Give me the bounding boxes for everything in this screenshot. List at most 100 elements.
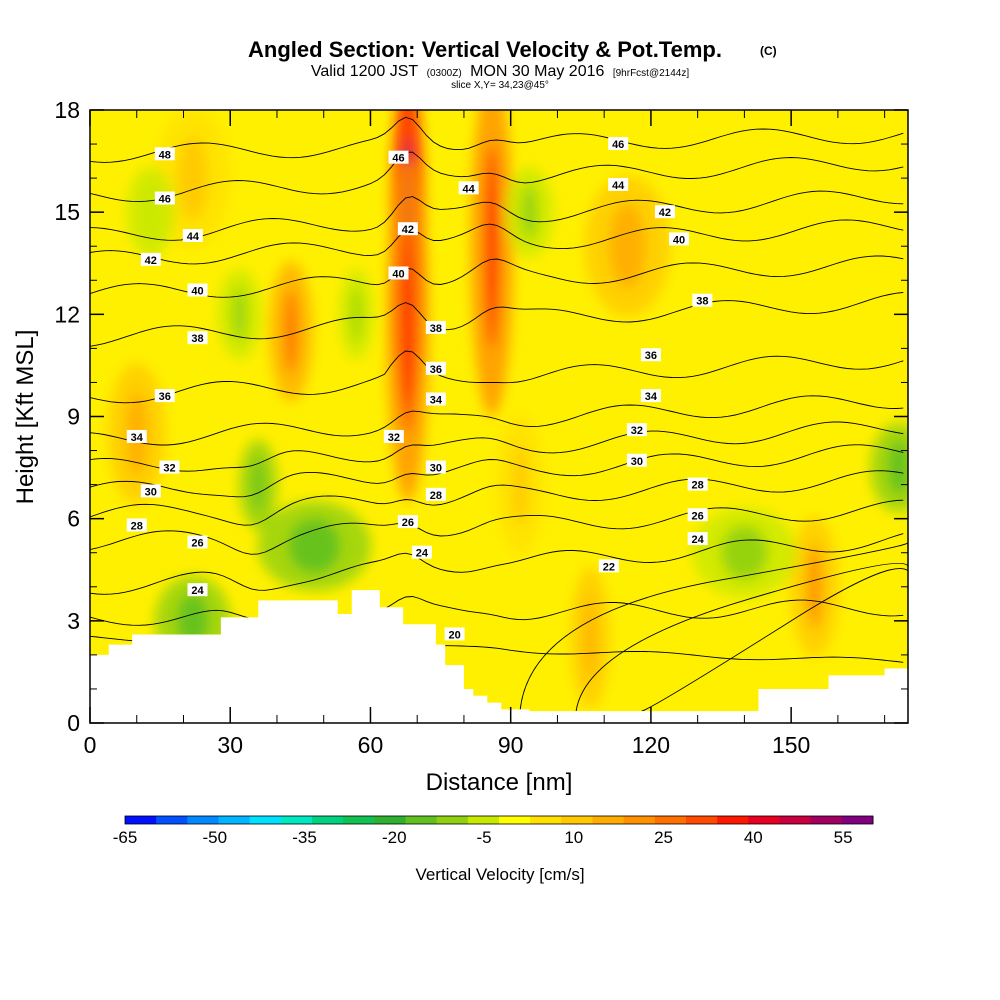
contour-label: 36 (640, 348, 661, 362)
velocity-core-downdraft (288, 518, 341, 573)
contour-label-box (425, 361, 446, 375)
contour-label: 28 (126, 518, 147, 532)
contour-label-text: 24 (416, 548, 429, 560)
colorbar-swatch (156, 816, 188, 824)
contour-label-text: 34 (430, 394, 443, 406)
x-tick-label: 90 (498, 732, 524, 758)
contour-label-box (388, 150, 409, 164)
contour-label-text: 20 (448, 629, 460, 641)
contour-label: 24 (187, 583, 208, 597)
theta-contour-line (90, 350, 904, 404)
theta-contour-line (90, 255, 904, 298)
contour-label-box (692, 293, 713, 307)
contour-label-box (140, 252, 161, 266)
theta-contour-line (90, 395, 904, 446)
velocity-core-downdraft (721, 525, 768, 580)
theta-contour-line (641, 568, 908, 712)
plot-area: 48 46 44 42 40 38 36 34 32 30 28 26 24 46 44 42 40 38 36 34… (90, 110, 908, 723)
velocity-core-downdraft (143, 185, 159, 240)
contour-label: 48 (154, 147, 175, 161)
contour-label: 36 (425, 361, 446, 376)
colorbar-frame (124, 815, 874, 825)
x-tick-label: 60 (358, 732, 384, 758)
contour-label-box (154, 191, 175, 205)
contour-label-box (140, 484, 161, 498)
contour-label-text: 46 (159, 194, 171, 206)
colorbar-swatch (530, 816, 562, 824)
contour-label-text: 28 (430, 490, 442, 502)
velocity-core-downdraft (352, 287, 361, 342)
colorbar-swatch (467, 816, 500, 824)
colorbar-swatch (312, 816, 344, 824)
contour-label: 32 (159, 460, 180, 475)
contour-label-box (598, 559, 619, 573)
contour-label: 30 (425, 460, 446, 475)
colorbar-swatch (499, 816, 531, 824)
contour-label-box (187, 535, 208, 549)
velocity-core-updraft (806, 544, 823, 629)
contour-label-box (608, 137, 629, 151)
contour-label: 32 (383, 429, 404, 444)
velocity-core-updraft (609, 204, 646, 289)
velocity-core-updraft (177, 136, 209, 221)
colorbar-tick-label: -35 (292, 828, 317, 847)
velocity-core-downdraft (521, 185, 538, 240)
contour-label: 36 (154, 389, 175, 403)
y-tick-label: 3 (67, 608, 80, 634)
theta-contour-line (519, 542, 908, 712)
y-tick-label: 6 (67, 506, 80, 532)
contour-label-text: 32 (631, 425, 643, 437)
contour-label-text: 42 (659, 207, 671, 219)
contour-label-text: 24 (692, 534, 705, 546)
terrain-mask (90, 590, 908, 723)
contour-label: 24 (687, 532, 708, 546)
theta-contour-line (90, 499, 904, 555)
contour-label-box (626, 423, 647, 437)
contour-label-box (159, 460, 180, 474)
contour-label: 44 (458, 181, 479, 195)
theta-contour-line (90, 190, 904, 241)
contour-label: 26 (187, 535, 208, 550)
contour-label-box (425, 320, 446, 334)
contour-label-text: 40 (191, 285, 203, 297)
contour-label-text: 32 (388, 432, 400, 444)
y-tick-label: 18 (54, 97, 80, 123)
colorbar-swatch (125, 816, 157, 824)
colorbar-swatch (654, 816, 687, 824)
contour-label: 44 (182, 229, 203, 243)
theta-contour-line (90, 219, 904, 265)
velocity-core-updraft (585, 595, 596, 680)
contour-label: 38 (425, 320, 446, 335)
colorbar (124, 815, 874, 825)
contour-label: 46 (388, 150, 409, 165)
contour-label: 24 (411, 545, 432, 560)
contour-label: 30 (626, 453, 647, 468)
contour-labels: 48 46 44 42 40 38 36 34 32 30 28 26 24 46 44 42 40 38 36 34… (126, 137, 713, 641)
contour-label: 32 (626, 423, 647, 437)
theta-contour-line (90, 151, 904, 203)
slice-label: slice X,Y= 34,23@45° (451, 80, 549, 91)
contour-label-text: 46 (612, 139, 624, 151)
contour-label: 42 (654, 205, 675, 219)
contour-label-box (425, 392, 446, 406)
x-tick-label: 150 (772, 732, 810, 758)
velocity-core-downdraft (888, 440, 908, 495)
velocity-field (108, 110, 908, 708)
velocity-core-updraft (485, 144, 499, 349)
contour-label: 28 (425, 487, 446, 502)
contour-label-text: 26 (191, 538, 203, 550)
contour-label: 20 (444, 627, 465, 641)
contour-label: 42 (397, 222, 418, 236)
contour-label: 46 (154, 191, 175, 206)
contour-label-box (626, 453, 647, 467)
contour-label-box (187, 583, 208, 597)
x-tick-label: 30 (217, 732, 243, 758)
contour-label-text: 26 (402, 517, 414, 529)
contour-label-box (640, 389, 661, 403)
contour-label-text: 36 (159, 391, 171, 403)
contour-label-box (126, 429, 147, 443)
contour-label-box (397, 515, 418, 529)
y-tick-label: 12 (54, 301, 80, 327)
contour-label-box (640, 348, 661, 362)
